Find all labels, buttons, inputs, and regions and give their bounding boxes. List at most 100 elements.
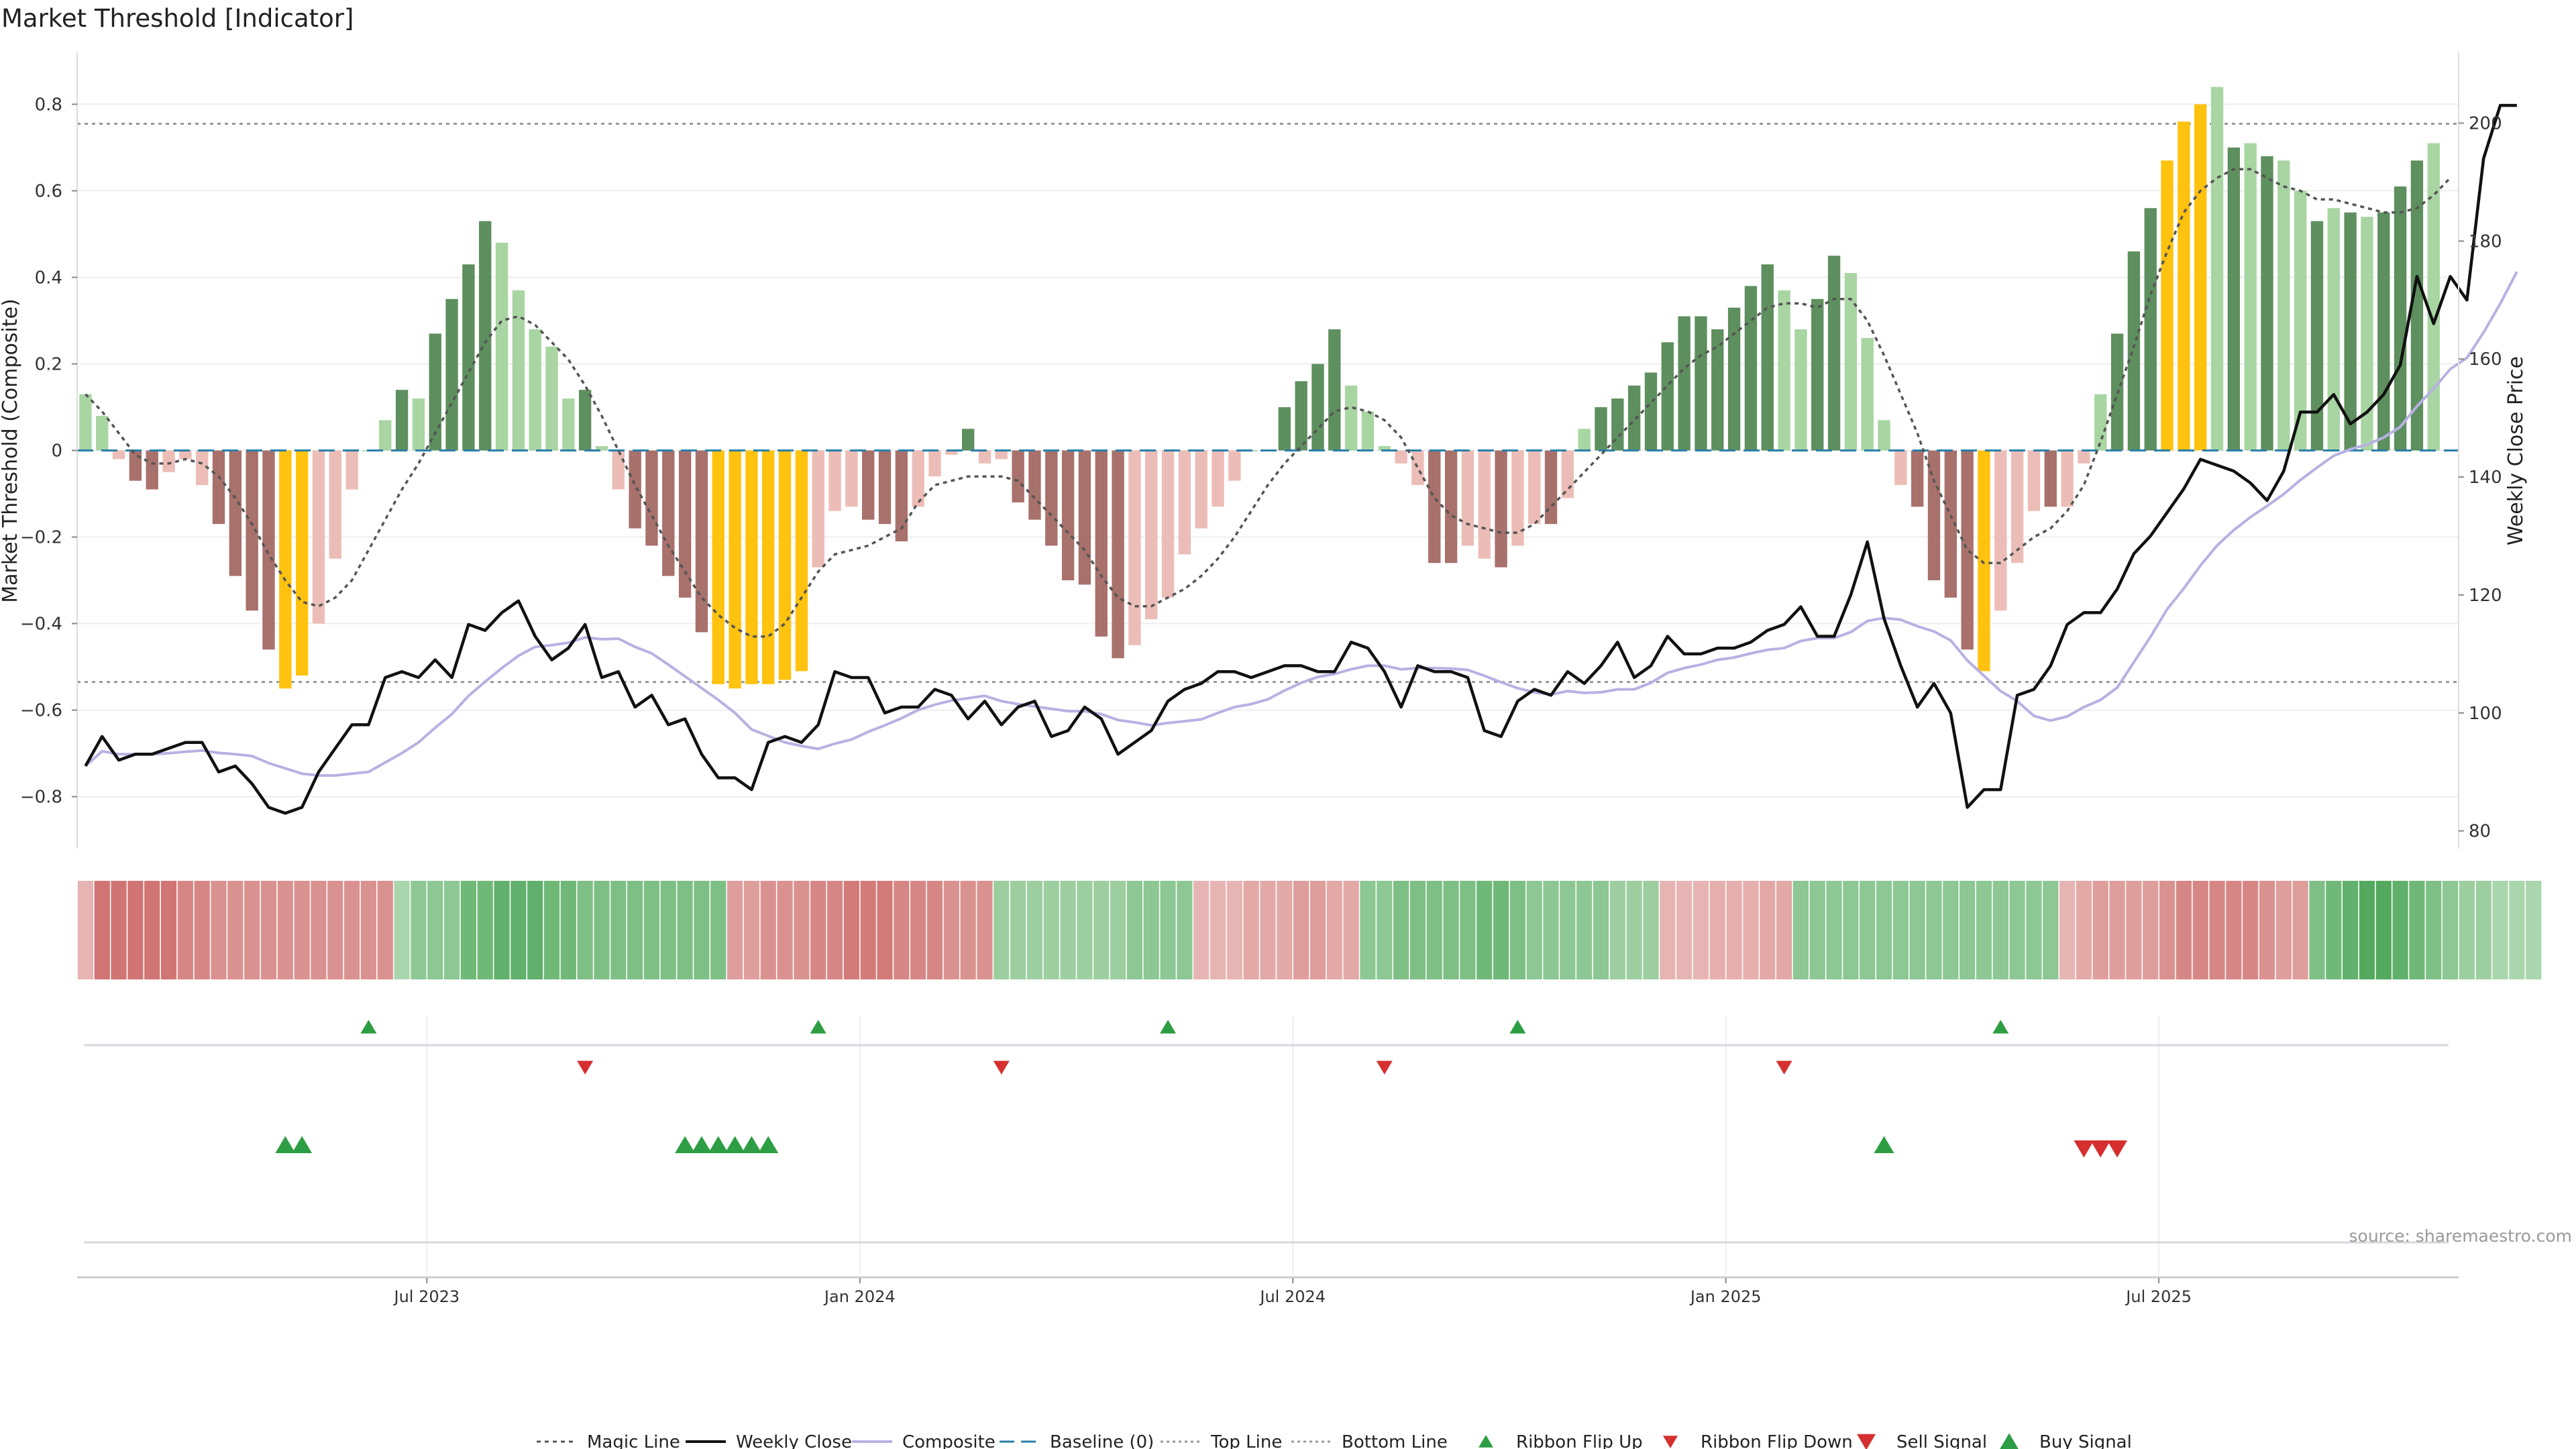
composite-bar [878, 450, 892, 525]
composite-bar [1861, 337, 1874, 451]
composite-bar [1695, 316, 1707, 451]
x-tick-label: Jul 2024 [1258, 1287, 1326, 1306]
legend-swatch [1479, 1435, 1493, 1448]
y2-tick-label: 180 [2469, 231, 2502, 252]
ribbon-segment [560, 881, 576, 979]
chart-title: Market Threshold [Indicator] [1, 4, 354, 33]
ribbon-segment [1860, 881, 1876, 979]
x-tick-label: Jul 2023 [392, 1287, 460, 1306]
legend-label: Sell Signal [1896, 1432, 1987, 1449]
legend-swatch [1857, 1434, 1876, 1449]
ribbon-segment [2176, 881, 2192, 979]
ribbon-segment [144, 881, 160, 979]
flip-down-marker [1776, 1061, 1792, 1075]
y2-tick-label: 140 [2469, 468, 2502, 488]
composite-bar [895, 450, 908, 541]
legend-label: Top Line [1210, 1432, 1282, 1449]
ribbon-segment [1809, 881, 1825, 979]
y-tick-label: −0.4 [20, 614, 62, 635]
ribbon-segment [2375, 881, 2392, 979]
ribbon-segment [260, 881, 277, 979]
ribbon-segment [1160, 881, 1176, 979]
composite-bar [1978, 450, 1990, 672]
y-tick-label: 0.8 [35, 95, 62, 115]
flip-up-marker [810, 1020, 826, 1034]
ribbon-segment [1776, 881, 1792, 979]
ribbon-segment [1593, 881, 1609, 979]
ribbon-segment [111, 881, 127, 979]
ribbon-segment [294, 881, 310, 979]
composite-bar [2094, 394, 2107, 451]
composite-bar [695, 450, 708, 633]
y-tick-label: 0.2 [35, 354, 62, 374]
ribbon-segment [2226, 881, 2242, 979]
ribbon-segment [710, 881, 727, 979]
ribbon-segment [1277, 881, 1293, 979]
ribbon-segment [1576, 881, 1593, 979]
ribbon-segment [1909, 881, 1925, 979]
ribbon-segment [1309, 881, 1326, 979]
x-tick-label: Jan 2025 [1689, 1287, 1762, 1306]
ribbon-segment [2475, 881, 2491, 979]
composite-bar [812, 450, 824, 568]
ribbon-segment [960, 881, 976, 979]
composite-bar [2344, 212, 2357, 451]
weekly-close-line [84, 103, 2517, 815]
ribbon-segment [460, 881, 477, 979]
sell-signal-marker [2090, 1140, 2111, 1158]
composite-bar [2394, 186, 2407, 451]
ribbon-segment [1177, 881, 1193, 979]
composite-bar [1595, 407, 1607, 451]
composite-bar [1161, 450, 1175, 598]
y2-tick-label: 160 [2469, 350, 2502, 370]
ribbon-segment [810, 881, 826, 979]
ribbon-segment [1043, 881, 1059, 979]
ribbon-segment [2109, 881, 2125, 979]
buy-signal-marker [675, 1136, 696, 1153]
composite-bar [912, 450, 924, 507]
composite-bar [1361, 411, 1375, 451]
ribbon-segment [1326, 881, 1342, 979]
x-tick-label: Jan 2024 [823, 1287, 896, 1306]
legend-item-flipup: Ribbon Flip Up [1479, 1432, 1643, 1449]
composite-bar [845, 450, 858, 507]
ribbon-segment [2092, 881, 2108, 979]
composite-bar [1311, 364, 1324, 451]
composite-bar [1544, 450, 1558, 525]
composite-bar [1944, 450, 1957, 598]
ribbon-segment [1892, 881, 1909, 979]
composite-bar [1644, 372, 1658, 451]
left-axis-label: Market Threshold (Composite) [0, 299, 22, 603]
composite-bar [1811, 299, 1824, 451]
ribbon-segment [1026, 881, 1043, 979]
ribbon-segment [543, 881, 560, 979]
ribbon-segment [1377, 881, 1393, 979]
composite-bar [1428, 450, 1441, 564]
sell-signal-marker [2107, 1140, 2128, 1158]
legend-item-baseline: Baseline (0) [1000, 1432, 1154, 1449]
ribbon-segment [411, 881, 427, 979]
composite-bar [562, 398, 575, 451]
ribbon-segment [327, 881, 343, 979]
ribbon-segment [1526, 881, 1542, 979]
ribbon-segment [694, 881, 710, 979]
composite-bar [1045, 450, 1058, 546]
composite-bar [2027, 450, 2041, 511]
ribbon-segment [2509, 881, 2525, 979]
ribbon-segment [660, 881, 676, 979]
ribbon-segment [2392, 881, 2408, 979]
ribbon-segment [1876, 881, 1892, 979]
y-tick-label: −0.2 [20, 528, 62, 548]
ribbon-segment [1509, 881, 1525, 979]
composite-bar [978, 450, 991, 464]
buy-signal-marker [758, 1136, 779, 1153]
composite-bar [1195, 450, 1208, 529]
composite-bar [379, 420, 392, 451]
composite-bar [1961, 450, 1974, 650]
composite-bar [129, 450, 142, 481]
composite-bar [1744, 286, 1758, 451]
ribbon-segment [1926, 881, 1942, 979]
ribbon-segment [1143, 881, 1159, 979]
legend-item-bottom: Bottom Line [1291, 1432, 1448, 1449]
flip-up-marker [360, 1020, 377, 1034]
